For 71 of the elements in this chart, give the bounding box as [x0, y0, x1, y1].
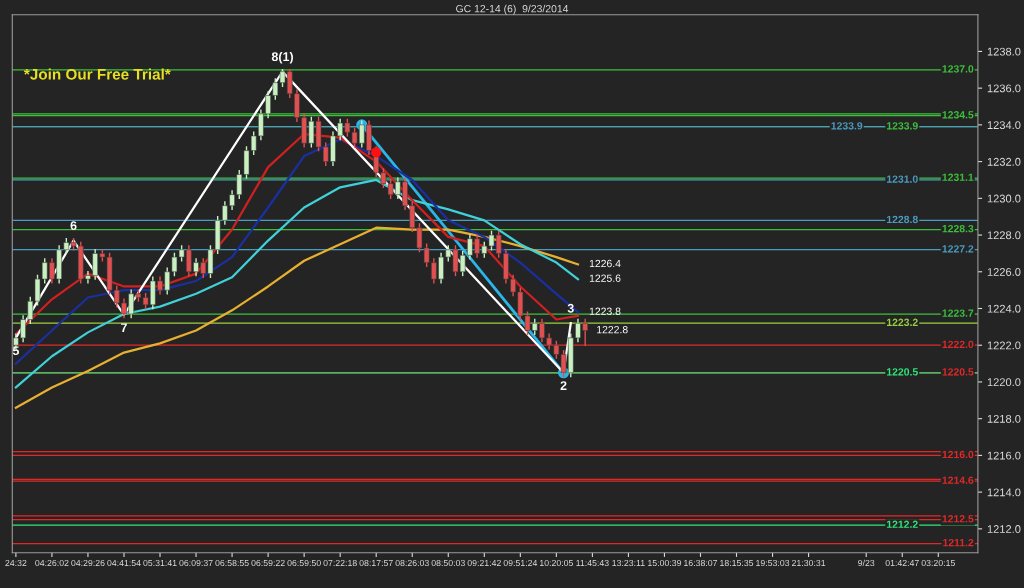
- ref-line-label: 1216.0: [942, 450, 974, 459]
- x-tick-label: 16:38:07: [684, 559, 718, 567]
- x-tick-label: 18:15:35: [720, 559, 754, 567]
- x-tick-label: 04:41:54: [107, 559, 141, 567]
- annotation: 6: [70, 221, 77, 231]
- y-tick-label: 1222.0: [987, 341, 1021, 350]
- y-tick-label: 1234.0: [987, 121, 1021, 130]
- y-tick-label: 1212.0: [987, 525, 1021, 533]
- y-tick-label: 1236.0: [987, 84, 1021, 93]
- x-tick-label: 06:58:55: [215, 559, 249, 567]
- y-tick-label: 1216.0: [987, 451, 1021, 460]
- x-tick-label: 06:09:37: [179, 559, 213, 567]
- ref-line-label: 1233.9: [831, 122, 863, 130]
- ref-line-label: 1233.9: [887, 122, 918, 130]
- x-tick-label: 15:00:39: [648, 559, 682, 567]
- x-tick-label: 07:22:18: [323, 559, 357, 567]
- ref-line-label: 1223.2: [887, 318, 918, 326]
- annotation: 7: [121, 323, 127, 333]
- annotation: 5: [12, 346, 20, 356]
- x-tick-label: 08:26:03: [395, 559, 429, 567]
- x-tick-label: 10:20:05: [540, 559, 574, 567]
- x-tick-label: 21:30:31: [791, 559, 826, 567]
- x-tick-label: 24:32: [5, 559, 27, 567]
- ref-line-label: 1227.2: [942, 245, 974, 253]
- annotation: 3: [567, 303, 574, 313]
- data-label: 1223.8: [589, 307, 621, 315]
- ref-line-label: 1237.0: [942, 65, 974, 73]
- ref-line-label: 1234.5: [942, 111, 974, 119]
- x-tick-label: 04:26:02: [35, 559, 69, 567]
- x-tick-label: 19:53:03: [756, 559, 790, 567]
- annotation: 8(1): [271, 51, 294, 64]
- y-tick-label: 1238.0: [987, 47, 1021, 56]
- ref-line-label: 1231.0: [887, 175, 918, 183]
- x-tick-label: 11:45:43: [576, 559, 609, 567]
- x-tick-label: 01:42:47: [885, 559, 919, 567]
- ref-line-label: 1211.2: [943, 538, 974, 547]
- y-tick-label: 1226.0: [987, 268, 1021, 276]
- y-tick-label: 1232.0: [987, 157, 1021, 166]
- x-tick-label: 03:20:15: [921, 559, 955, 567]
- x-tick-label: 9/23: [858, 559, 875, 567]
- ref-line-label: 1220.5: [887, 368, 918, 376]
- x-tick-label: 06:59:22: [251, 559, 285, 567]
- chart-title: GC 12-14 (6) 9/23/2014: [456, 4, 569, 15]
- ref-line-label: 1220.5: [942, 368, 974, 376]
- x-tick-label: 04:29:26: [71, 559, 105, 567]
- x-tick-label: 13:23:11: [612, 559, 645, 567]
- ref-line-label: 1212.5: [942, 515, 974, 523]
- y-tick-label: 1230.0: [987, 194, 1021, 203]
- y-tick-label: 1224.0: [987, 304, 1021, 313]
- x-tick-label: 06:59:50: [287, 559, 321, 567]
- annotation: 2: [560, 381, 567, 390]
- x-tick-label: 09:21:42: [467, 559, 501, 567]
- annotation: *Join Our Free Trial*: [23, 68, 171, 80]
- y-tick-label: 1214.0: [987, 488, 1021, 497]
- ref-line-label: 1212.2: [887, 520, 918, 528]
- text: 1222.8: [597, 325, 628, 334]
- ref-line-label: 1222.0: [942, 340, 974, 349]
- y-tick-label: 1218.0: [987, 414, 1021, 423]
- y-tick-label: 1228.0: [987, 231, 1021, 240]
- ref-line-label: 1228.3: [942, 224, 974, 233]
- ref-line-label: 1223.7: [942, 309, 974, 317]
- x-tick-label: 05:31:41: [143, 559, 177, 567]
- x-tick-label: 08:17:57: [359, 559, 393, 567]
- ref-line-label: 1228.8: [887, 215, 918, 224]
- ref-line-label: 1231.1: [942, 173, 974, 181]
- x-tick-label: 09:51:24: [503, 559, 538, 567]
- x-tick-label: 08:50:03: [431, 559, 465, 567]
- data-label: 1226.4: [589, 259, 621, 268]
- ref-line-label: 1214.6: [942, 476, 974, 484]
- y-tick-label: 1220.0: [987, 378, 1021, 387]
- data-label: 1225.6: [589, 274, 621, 282]
